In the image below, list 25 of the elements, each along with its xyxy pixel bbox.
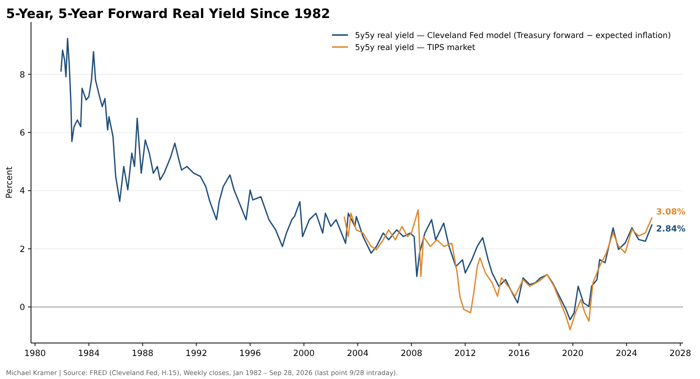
x-tick-label: 2016 [508,349,530,359]
line-series [344,209,653,330]
legend-label: 5y5y real yield — Cleveland Fed model (Treasury forward − expected inflation) [355,30,671,40]
x-tick-label: 2004 [346,349,368,359]
chart-title: 5-Year, 5-Year Forward Real Yield Since 1982 [6,7,330,22]
x-tick-label: 2028 [669,349,692,359]
x-tick-label: 2024 [616,349,638,359]
y-tick-label: 8 [20,70,25,80]
x-tick-label: 2020 [562,349,584,359]
x-tick-label: 1980 [24,349,46,359]
annotation: 2.84% [656,224,686,234]
y-tick-label: 4 [20,186,25,197]
x-tick-label: 1992 [186,349,208,359]
y-tick-label: 0 [20,302,25,313]
annotation: 3.08% [656,207,686,218]
x-tick-label: 2012 [454,349,476,359]
legend-label: 5y5y real yield — TIPS market [355,42,476,52]
x-tick-label: 1996 [239,349,261,359]
x-tick-label: 2008 [400,349,422,359]
x-tick-label: 1984 [78,349,100,359]
x-tick-label: 1988 [132,349,154,359]
y-axis-title: Percent [5,166,15,198]
y-tick-label: 2 [20,244,25,255]
y-tick-label: 6 [20,128,25,138]
x-tick-label: 2000 [293,349,315,359]
